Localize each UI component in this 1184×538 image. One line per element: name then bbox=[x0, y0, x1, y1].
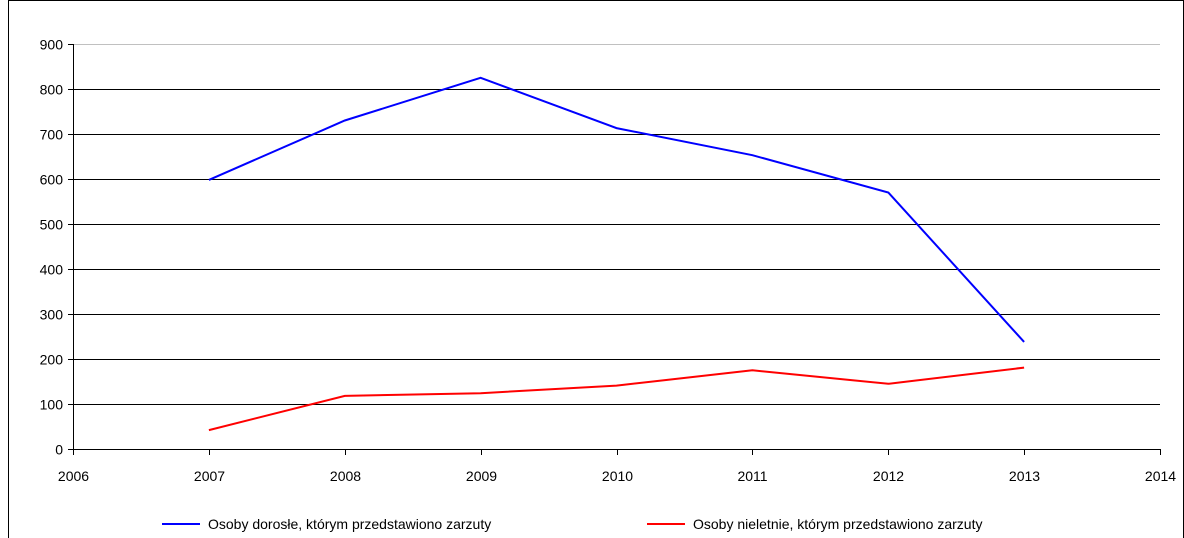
x-tick-label: 2011 bbox=[737, 468, 767, 484]
y-tick-label: 800 bbox=[40, 82, 64, 98]
x-tick-label: 2010 bbox=[602, 468, 633, 484]
x-tick-label: 2009 bbox=[466, 468, 497, 484]
x-tick-label: 2014 bbox=[1145, 468, 1176, 484]
y-tick-label: 500 bbox=[40, 217, 64, 233]
y-tick-label: 200 bbox=[40, 352, 64, 368]
y-tick-label: 400 bbox=[40, 262, 64, 278]
y-tick-label: 100 bbox=[40, 397, 64, 413]
legend-label: Osoby dorosłe, którym przedstawiono zarz… bbox=[208, 516, 491, 532]
x-tick-label: 2012 bbox=[873, 468, 904, 484]
legend-label: Osoby nieletnie, którym przedstawiono za… bbox=[693, 516, 982, 532]
y-tick-label: 900 bbox=[40, 37, 64, 53]
y-tick-label: 0 bbox=[55, 442, 63, 458]
x-tick-label: 2007 bbox=[194, 468, 225, 484]
y-tick-label: 700 bbox=[40, 127, 64, 143]
y-tick-label: 600 bbox=[40, 172, 64, 188]
y-tick-label: 300 bbox=[40, 307, 64, 323]
x-tick-label: 2006 bbox=[58, 468, 89, 484]
x-tick-label: 2008 bbox=[330, 468, 361, 484]
x-tick-label: 2013 bbox=[1009, 468, 1040, 484]
